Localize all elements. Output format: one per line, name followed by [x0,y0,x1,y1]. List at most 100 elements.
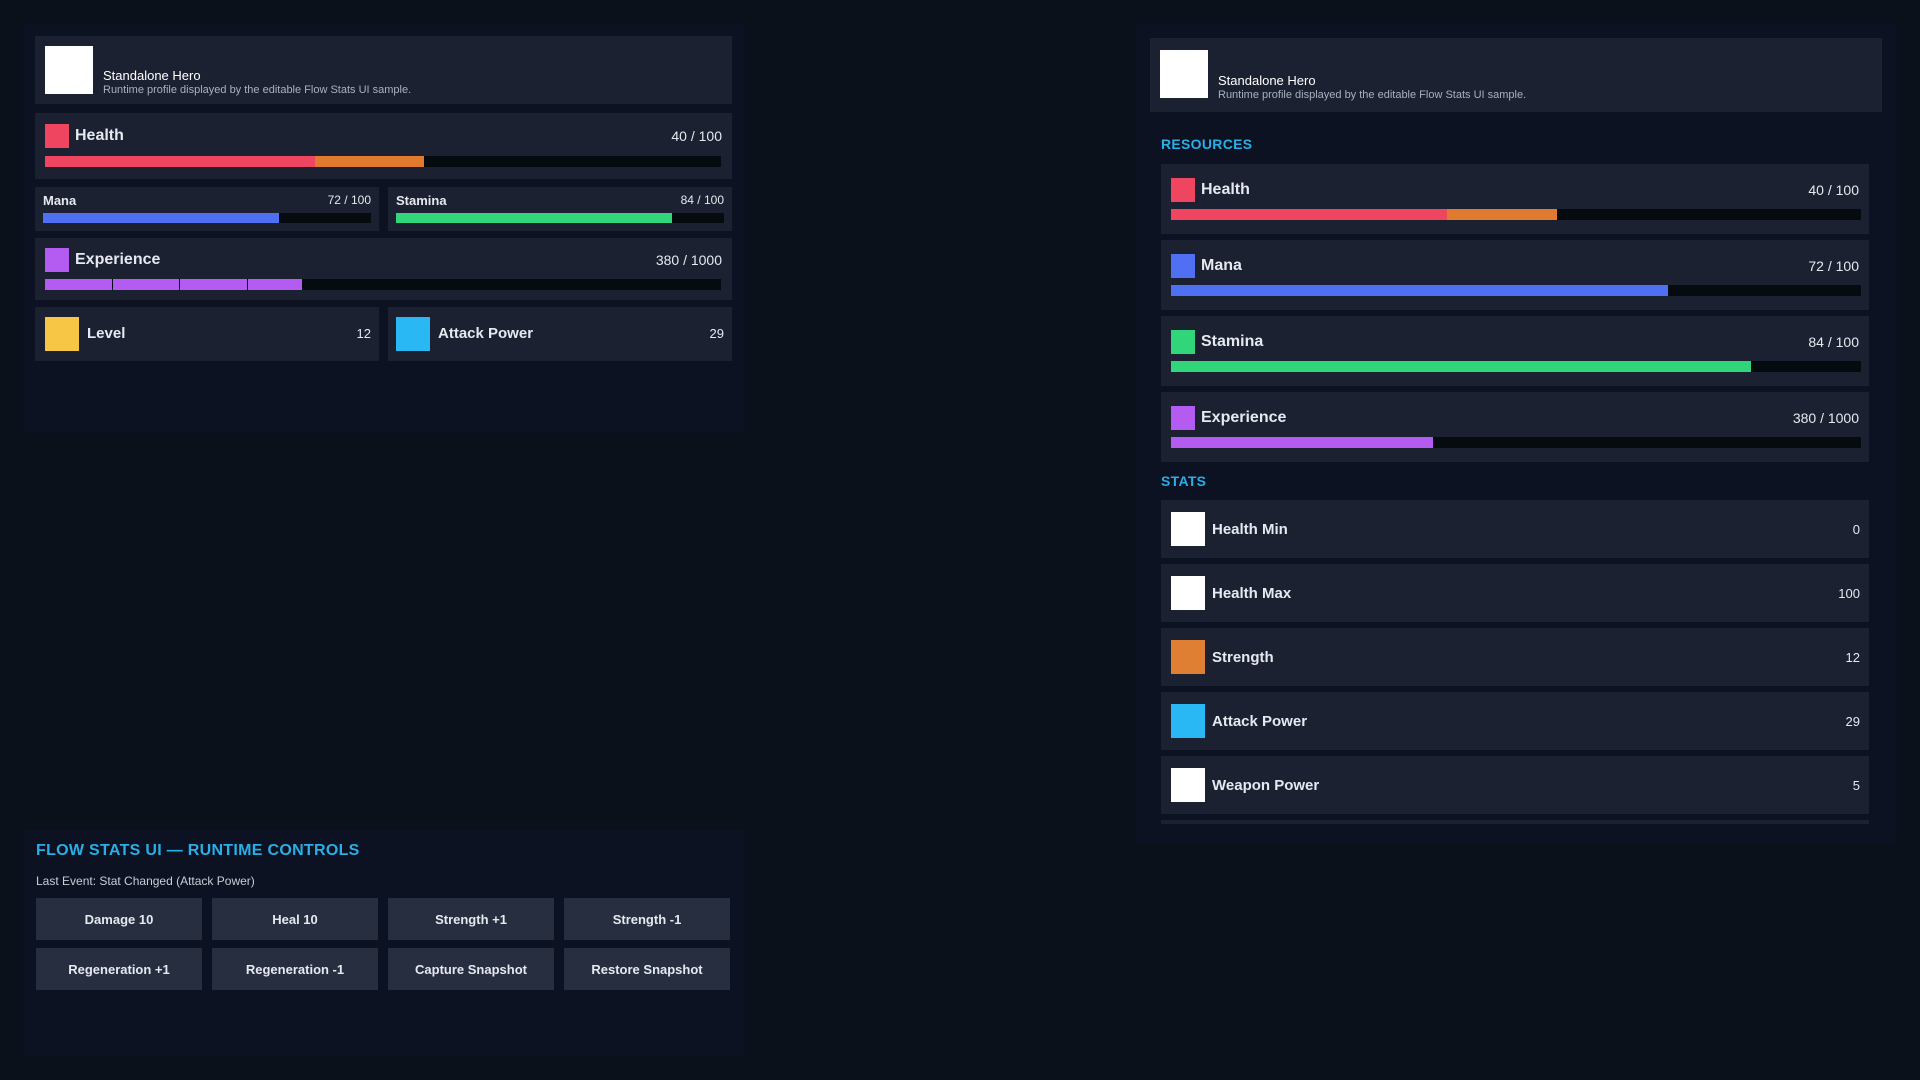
resource-stamina-card: Stamina 84 / 100 [1161,316,1869,386]
stat-health-max-color-icon [1171,576,1205,610]
experience-bar-segment [112,279,180,290]
resource-mana-label: Mana [1201,257,1242,274]
strength-minus-button[interactable]: Strength -1 [564,898,730,940]
stat-weapon-power-card: Weapon Power 5 [1161,756,1869,814]
resource-experience-color-icon [1171,406,1195,430]
experience-bar-segment [247,279,302,290]
heal-10-button[interactable]: Heal 10 [212,898,378,940]
right-stats-panel: Standalone Hero Runtime profile displaye… [1136,24,1896,844]
stat-health-max-label: Health Max [1212,585,1292,602]
stat-health-min-value: 0 [1852,522,1860,537]
avatar-placeholder-icon [45,46,93,94]
resource-health-card: Health 40 / 100 [1161,164,1869,234]
restore-snapshot-button[interactable]: Restore Snapshot [564,948,730,990]
resource-stamina-value: 84 / 100 [1808,334,1859,350]
resource-stamina-label: Stamina [1201,333,1264,350]
profile-name: Standalone Hero [103,68,201,83]
right-profile-card: Standalone Hero Runtime profile displaye… [1150,38,1882,112]
stamina-value: 84 / 100 [680,193,724,207]
damage-10-button[interactable]: Damage 10 [36,898,202,940]
experience-bar-segment [180,279,247,290]
experience-value: 380 / 1000 [655,252,722,268]
mana-bar [43,213,371,223]
experience-bar-segment [45,279,112,290]
stat-health-max-card: Health Max 100 [1161,564,1869,622]
mana-value: 72 / 100 [327,193,371,207]
resources-title: RESOURCES [1161,136,1253,152]
experience-card: Experience 380 / 1000 [35,238,732,300]
stamina-label: Stamina [396,193,447,208]
resource-stamina-color-icon [1171,330,1195,354]
health-bar [45,156,721,167]
attack-power-card: Attack Power 29 [388,307,732,361]
mana-bar-fill [43,213,280,223]
resource-health-label: Health [1201,181,1250,198]
attack-power-color-icon [396,317,430,351]
controls-title: FLOW STATS UI — RUNTIME CONTROLS [36,842,360,859]
attack-power-value: 29 [709,326,724,341]
resource-mana-color-icon [1171,254,1195,278]
mana-card: Mana 72 / 100 [35,187,379,231]
stat-strength-label: Strength [1212,649,1274,666]
right-profile-subtitle: Runtime profile displayed by the editabl… [1218,89,1527,101]
resource-experience-bar [1171,437,1861,448]
experience-bar [45,279,721,290]
stat-health-max-value: 100 [1838,586,1860,601]
stat-health-min-color-icon [1171,512,1205,546]
stat-weapon-power-label: Weapon Power [1212,777,1320,794]
resource-mana-card: Mana 72 / 100 [1161,240,1869,310]
regeneration-minus-button[interactable]: Regeneration -1 [212,948,378,990]
health-label: Health [75,127,124,144]
resource-health-bar-fill [1171,209,1447,220]
resource-health-color-icon [1171,178,1195,202]
resource-health-bar [1171,209,1861,220]
level-card: Level 12 [35,307,379,361]
right-avatar-placeholder-icon [1160,50,1208,98]
resource-stamina-bar-fill [1171,361,1751,372]
health-color-icon [45,124,69,148]
level-color-icon [45,317,79,351]
stat-attack-power-value: 29 [1845,714,1860,729]
experience-color-icon [45,248,69,272]
resource-experience-bar-fill [1171,437,1434,448]
resource-experience-card: Experience 380 / 1000 [1161,392,1869,462]
capture-snapshot-button[interactable]: Capture Snapshot [388,948,554,990]
stat-strength-value: 12 [1845,650,1860,665]
resource-mana-bar [1171,285,1861,296]
stat-weapon-power-color-icon [1171,768,1205,802]
stamina-bar [396,213,724,223]
regeneration-plus-button[interactable]: Regeneration +1 [36,948,202,990]
resource-mana-value: 72 / 100 [1808,258,1859,274]
resource-experience-value: 380 / 1000 [1792,410,1859,426]
level-label: Level [87,325,126,342]
level-value: 12 [356,326,371,341]
left-stats-panel: Standalone Hero Runtime profile displaye… [24,25,744,433]
resource-health-value: 40 / 100 [1808,182,1859,198]
stat-attack-power-color-icon [1171,704,1205,738]
experience-label: Experience [75,251,161,268]
stamina-bar-fill [396,213,672,223]
stat-next-card-partial [1161,820,1869,824]
resource-experience-label: Experience [1201,409,1287,426]
profile-card: Standalone Hero Runtime profile displaye… [35,36,732,104]
strength-plus-button[interactable]: Strength +1 [388,898,554,940]
stat-strength-color-icon [1171,640,1205,674]
stamina-card: Stamina 84 / 100 [388,187,732,231]
last-event-text: Last Event: Stat Changed (Attack Power) [36,874,255,888]
stat-weapon-power-value: 5 [1852,778,1860,793]
health-value: 40 / 100 [671,128,722,144]
mana-label: Mana [43,193,77,208]
runtime-controls-panel: FLOW STATS UI — RUNTIME CONTROLS Last Ev… [24,830,744,1056]
right-profile-name: Standalone Hero [1218,73,1316,88]
stat-health-min-card: Health Min 0 [1161,500,1869,558]
health-bar-fill [45,156,316,167]
stat-health-min-label: Health Min [1212,521,1288,538]
profile-subtitle: Runtime profile displayed by the editabl… [103,84,412,96]
stat-attack-power-card: Attack Power 29 [1161,692,1869,750]
resource-stamina-bar [1171,361,1861,372]
health-card: Health 40 / 100 [35,113,732,179]
attack-power-label: Attack Power [438,325,534,342]
stat-attack-power-label: Attack Power [1212,713,1308,730]
resource-mana-bar-fill [1171,285,1668,296]
stats-title: STATS [1161,473,1207,489]
